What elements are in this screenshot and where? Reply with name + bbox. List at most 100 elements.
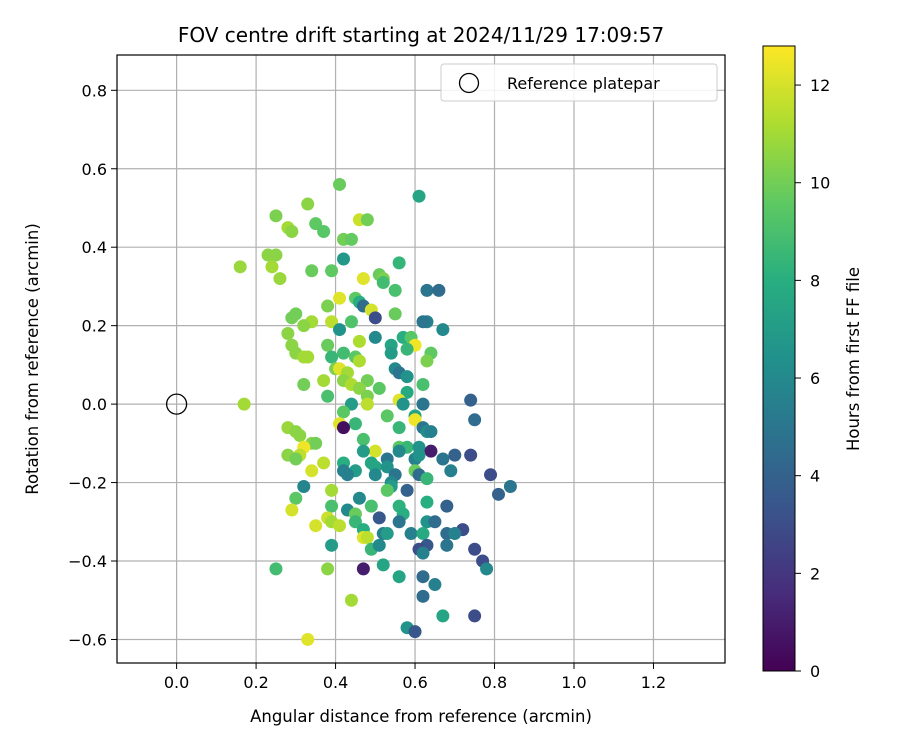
data-point (269, 209, 283, 223)
data-point (436, 452, 450, 466)
data-points (233, 177, 517, 646)
data-point (356, 444, 370, 458)
y-tick-label: −0.2 (68, 474, 107, 493)
x-axis-label: Angular distance from reference (arcmin) (250, 707, 592, 726)
data-point (317, 374, 331, 388)
data-point (444, 464, 458, 478)
data-point (237, 397, 251, 411)
data-point (325, 315, 339, 329)
data-point (360, 213, 374, 227)
data-point (325, 483, 339, 497)
data-point (368, 311, 382, 325)
data-point (325, 499, 339, 513)
data-point (372, 511, 386, 525)
data-point (352, 354, 366, 368)
data-point (333, 519, 347, 533)
data-point (337, 405, 351, 419)
data-point (297, 377, 311, 391)
colorbar-tick-label: 6 (810, 369, 820, 388)
colorbar-ticks: 0 2 4 6 8 10 12 (795, 76, 830, 681)
colorbar-tick-label: 12 (810, 76, 830, 95)
data-point (333, 323, 347, 337)
data-point (392, 570, 406, 584)
data-point (404, 527, 418, 541)
colorbar-label: Hours from first FF file (844, 267, 863, 451)
x-tick-label: 0.2 (243, 673, 268, 692)
data-point (448, 448, 462, 462)
x-tick-label: 0.8 (482, 673, 507, 692)
data-point (321, 299, 335, 313)
data-point (392, 421, 406, 435)
x-tick-label: 0.0 (164, 673, 189, 692)
data-point (265, 260, 279, 274)
plot-frame (116, 54, 726, 664)
data-point (344, 315, 358, 329)
data-point (388, 283, 402, 297)
data-point (416, 570, 430, 584)
data-point (468, 609, 482, 623)
data-point (440, 499, 454, 513)
data-point (368, 468, 382, 482)
data-point (408, 625, 422, 639)
x-tick-label: 1.0 (561, 673, 586, 692)
data-point (424, 425, 438, 439)
data-point (301, 350, 315, 364)
colorbar-tick-label: 2 (810, 564, 820, 583)
data-point (420, 472, 434, 486)
data-point (337, 421, 351, 435)
y-tick-label: 0.2 (82, 317, 107, 336)
data-point (337, 346, 351, 360)
data-point (325, 264, 339, 278)
data-point (400, 385, 414, 399)
x-tick-label: 0.4 (323, 673, 348, 692)
data-point (468, 542, 482, 556)
data-point (464, 448, 478, 462)
x-tick-label: 0.6 (402, 673, 427, 692)
data-point (344, 397, 358, 411)
data-point (392, 444, 406, 458)
data-point (309, 217, 323, 231)
data-point (333, 291, 347, 305)
reference-platepar-marker (165, 393, 188, 415)
y-tick-label: 0.4 (82, 238, 107, 257)
data-point (412, 189, 426, 203)
data-point (297, 319, 311, 333)
data-point (432, 283, 446, 297)
data-point (273, 272, 287, 286)
legend-box (440, 63, 718, 102)
data-point (380, 409, 394, 423)
y-tick-label: 0.0 (82, 395, 107, 414)
data-point (348, 515, 362, 529)
data-point (436, 323, 450, 337)
reference-marker (165, 393, 188, 415)
data-point (321, 338, 335, 352)
grid-lines (117, 55, 725, 663)
data-point (317, 456, 331, 470)
x-axis-ticks: 0.0 0.2 0.4 0.6 0.8 1.0 1.2 (164, 663, 666, 692)
colorbar-tick-label: 0 (810, 662, 820, 681)
data-point (372, 538, 386, 552)
data-point (436, 609, 450, 623)
data-point (356, 432, 370, 446)
data-point (285, 225, 299, 239)
data-point (464, 393, 478, 407)
data-point (301, 197, 315, 211)
data-point (468, 413, 482, 427)
data-point (376, 276, 390, 290)
data-point (309, 519, 323, 533)
data-point (380, 527, 394, 541)
data-point (420, 283, 434, 297)
y-tick-label: 0.6 (82, 160, 107, 179)
data-point (285, 311, 299, 325)
data-point (380, 483, 394, 497)
data-point (372, 381, 386, 395)
data-point (400, 370, 414, 384)
data-point (484, 468, 498, 482)
data-point (416, 315, 430, 329)
data-point (408, 413, 422, 427)
y-axis-ticks: −0.6 −0.4 −0.2 0.0 0.2 0.4 0.6 0.8 (68, 81, 117, 649)
data-point (416, 546, 430, 560)
data-point (340, 468, 354, 482)
data-point (416, 397, 430, 411)
colorbar-gradient (763, 46, 795, 671)
